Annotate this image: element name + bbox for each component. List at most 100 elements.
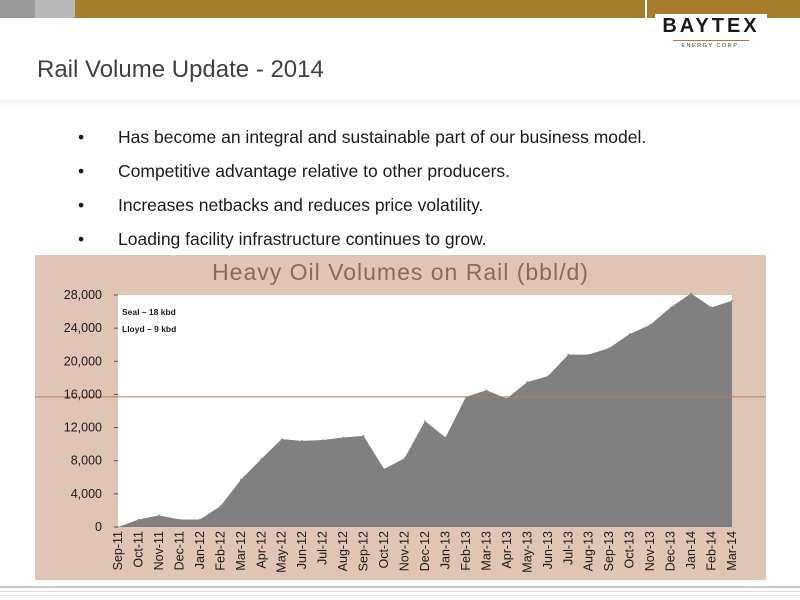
x-tick-label: Nov-13 xyxy=(643,531,657,571)
data-point xyxy=(219,505,222,508)
rail-volume-chart: 0 4,000 8,000 12,000 16,000 20,000 24,000 28,00… xyxy=(35,288,766,573)
data-point xyxy=(362,435,365,437)
x-tick-label: Mar-14 xyxy=(725,531,739,571)
x-tick-label: Jun-13 xyxy=(541,531,555,569)
x-tick-label: Apr-13 xyxy=(500,531,514,569)
x-tick-label: Apr-12 xyxy=(254,531,268,569)
top-color-bar xyxy=(0,0,800,18)
x-tick-label: Feb-12 xyxy=(213,531,227,571)
data-point xyxy=(240,478,242,481)
x-tick-label: Jan-14 xyxy=(684,531,698,569)
data-point xyxy=(587,353,590,356)
chart-title: Heavy Oil Volumes on Rail (bbl/d) xyxy=(212,259,589,285)
logo-rule xyxy=(673,40,749,41)
bullet-icon: • xyxy=(78,229,85,249)
y-tick-label: 24,000 xyxy=(64,321,102,335)
footer-rule xyxy=(0,591,800,592)
logo-wordmark: BAYTEX xyxy=(662,15,760,37)
x-tick-label: Feb-13 xyxy=(459,531,473,571)
chart-annotation: Seal – 18 kbd xyxy=(122,307,176,317)
data-point xyxy=(342,436,344,439)
slide-title: Rail Volume Update - 2014 xyxy=(37,56,324,83)
x-tick-label: Jul-13 xyxy=(561,531,575,565)
bullet-icon: • xyxy=(78,161,85,181)
y-tick-label: 0 xyxy=(95,520,102,534)
data-point xyxy=(608,347,610,349)
data-point xyxy=(403,457,406,460)
data-point xyxy=(301,440,304,442)
data-point xyxy=(506,397,508,400)
data-point xyxy=(158,514,160,517)
data-point xyxy=(526,381,529,383)
x-tick-label: Sep-11 xyxy=(111,531,125,570)
x-tick-label: Jul-12 xyxy=(316,531,330,565)
top-bar-gold-segment xyxy=(75,0,800,18)
x-tick-label: Aug-12 xyxy=(336,531,350,571)
bullet-text: Competitive advantage relative to other … xyxy=(118,161,511,181)
bullet-text: Has become an integral and sustainable p… xyxy=(118,127,647,147)
y-tick-label: 8,000 xyxy=(71,454,102,468)
data-point xyxy=(710,306,713,309)
y-tick-label: 4,000 xyxy=(71,487,102,501)
data-point xyxy=(567,353,570,356)
x-tick-label: Dec-13 xyxy=(664,531,678,571)
logo-divider xyxy=(645,0,647,46)
data-point xyxy=(199,518,201,521)
chart-annotation: Lloyd – 9 kbd xyxy=(122,324,176,334)
x-tick-label: Jan-12 xyxy=(193,531,207,569)
company-logo: BAYTEX ENERGY CORP. xyxy=(655,14,767,49)
data-point xyxy=(547,375,549,377)
data-point xyxy=(731,300,733,302)
x-tick-label: Mar-13 xyxy=(479,531,493,571)
footer-rule xyxy=(0,595,800,596)
y-tick-label: 20,000 xyxy=(64,354,102,368)
data-point xyxy=(424,420,426,422)
x-tick-label: Feb-14 xyxy=(705,531,719,571)
x-tick-label: Jun-12 xyxy=(295,531,309,569)
data-point xyxy=(321,439,324,441)
data-point xyxy=(280,438,283,440)
bullet-item: • Loading facility infrastructure continu… xyxy=(78,229,788,263)
x-tick-label: Oct-11 xyxy=(131,531,145,568)
volume-area-series xyxy=(118,293,732,527)
x-tick-label: Mar-12 xyxy=(234,531,248,571)
data-point xyxy=(669,306,672,309)
x-tick-label: May-13 xyxy=(520,531,534,573)
x-tick-label: Sep-12 xyxy=(357,531,371,571)
top-bar-light-gray-segment xyxy=(35,0,75,18)
bullet-item: • Increases netbacks and reduces price vo… xyxy=(78,195,788,229)
bullet-icon: • xyxy=(78,127,85,147)
title-band xyxy=(0,100,800,108)
footer-rule xyxy=(0,586,800,588)
x-tick-label: Oct-13 xyxy=(623,531,637,569)
x-tick-label: Dec-11 xyxy=(172,531,186,570)
bullet-item: • Has become an integral and sustainable … xyxy=(78,127,788,161)
bullet-text: Loading facility infrastructure continue… xyxy=(118,229,487,249)
data-point xyxy=(628,333,631,335)
data-point xyxy=(137,518,140,521)
data-point xyxy=(260,458,263,460)
chart-panel: Heavy Oil Volumes on Rail (bbl/d) 0 4,000… xyxy=(35,255,766,580)
data-point xyxy=(690,292,692,295)
bullet-text: Increases netbacks and reduces price vol… xyxy=(118,195,484,215)
y-tick-label: 16,000 xyxy=(64,387,102,401)
x-tick-label: Sep-13 xyxy=(602,531,616,571)
data-point xyxy=(444,436,447,439)
data-point xyxy=(649,324,651,326)
y-tick-label: 28,000 xyxy=(64,288,102,302)
bullet-icon: • xyxy=(78,195,85,215)
x-tick-label: Oct-12 xyxy=(377,531,391,569)
x-tick-label: Jan-13 xyxy=(438,531,452,569)
bullet-list: • Has become an integral and sustainable … xyxy=(78,127,788,263)
data-point xyxy=(485,389,488,392)
x-tick-label: Nov-12 xyxy=(398,531,412,571)
x-tick-label: Aug-13 xyxy=(582,531,596,571)
x-tick-label: May-12 xyxy=(275,531,289,573)
data-point xyxy=(178,518,181,521)
x-tick-label: Dec-12 xyxy=(418,531,432,571)
y-tick-label: 12,000 xyxy=(64,421,102,435)
logo-subtitle: ENERGY CORP. xyxy=(681,43,741,49)
data-point xyxy=(383,468,385,470)
x-tick-label: Nov-11 xyxy=(152,531,166,570)
bullet-item: • Competitive advantage relative to other… xyxy=(78,161,788,195)
